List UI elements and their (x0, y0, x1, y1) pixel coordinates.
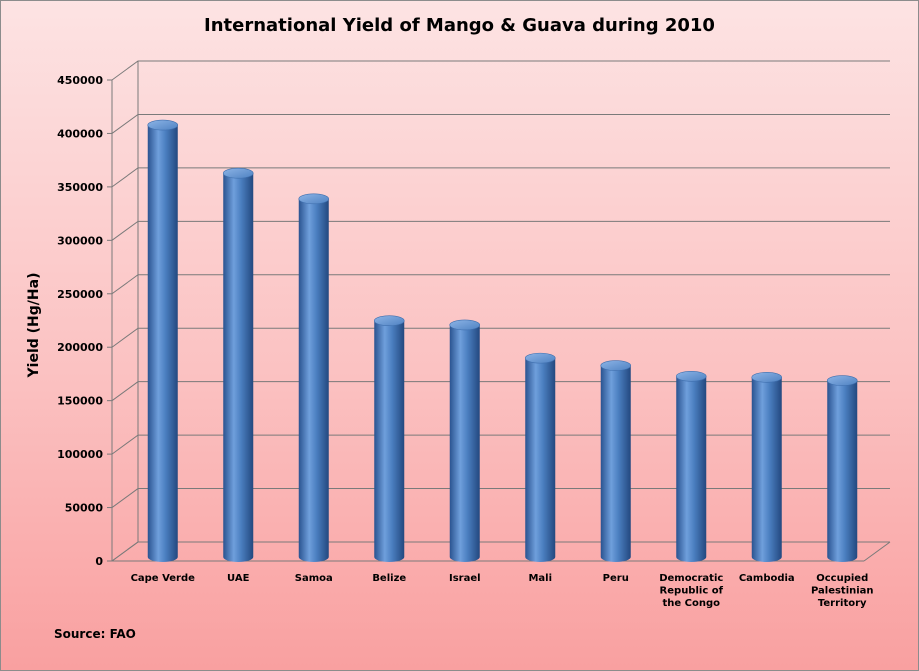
bar-body (374, 320, 405, 562)
bar (524, 352, 556, 562)
x-category-label: Samoa (295, 573, 333, 584)
bar (449, 319, 481, 562)
gridline (111, 60, 890, 81)
x-category-label: Mali (528, 573, 552, 584)
source-note: Source: FAO (54, 627, 136, 641)
bar-top (147, 119, 179, 131)
x-category-label: Cambodia (739, 573, 795, 584)
bar-body (525, 358, 556, 562)
y-tick-labels: 0 50000 100000 150000 200000 250000 300000 3500… (57, 74, 103, 568)
x-category-label: Belize (372, 573, 406, 584)
bar-top (675, 370, 707, 382)
bar (373, 315, 405, 562)
gridline (111, 434, 890, 455)
bar (222, 167, 254, 562)
grid-layer (107, 60, 891, 562)
gridline (111, 381, 890, 402)
bar-body (449, 324, 480, 562)
y-tick-label: 300000 (57, 234, 103, 247)
x-category-label: Peru (603, 573, 629, 584)
bar-body (676, 376, 707, 562)
bar-top (524, 352, 556, 364)
bar-top (600, 360, 632, 371)
bar-top (826, 375, 858, 386)
x-category-label: Cape Verde (131, 573, 196, 584)
bar-body (223, 173, 254, 562)
bar-top (298, 193, 330, 205)
y-tick-label: 200000 (57, 341, 103, 354)
bar-body (827, 380, 858, 562)
bar (826, 375, 858, 562)
y-tick-label: 0 (95, 555, 103, 568)
y-tick-label: 400000 (57, 127, 103, 140)
y-tick-label: 250000 (57, 288, 103, 301)
bar-body (751, 377, 782, 562)
gridline (111, 113, 890, 134)
y-tick-label: 450000 (57, 74, 103, 87)
gridline (111, 327, 890, 348)
gridline (111, 220, 890, 241)
bar-top (751, 372, 783, 383)
bar (600, 360, 632, 562)
gridline (111, 488, 890, 508)
gridline (111, 274, 890, 295)
floor-edge (111, 541, 139, 562)
bars-layer (147, 119, 858, 562)
bar-top (449, 319, 481, 331)
y-tick-label: 350000 (57, 181, 103, 194)
x-category-label: Israel (449, 573, 481, 584)
bar (751, 372, 783, 562)
bar (298, 193, 330, 562)
x-category-label: Democratic Republic of the Congo (659, 573, 723, 609)
bar (147, 119, 179, 562)
floor-edge-right (863, 541, 891, 562)
bar-top (373, 315, 405, 327)
bar-top (222, 167, 254, 179)
y-tick-label: 50000 (65, 502, 104, 515)
bar (675, 370, 707, 562)
bar-body (298, 198, 329, 562)
bar-body (147, 125, 178, 562)
x-category-label: Occupied Palestinian Territory (811, 573, 874, 609)
y-tick-label: 100000 (57, 448, 103, 461)
bar-body (600, 365, 631, 562)
y-tick-label: 150000 (57, 395, 103, 408)
chart-title: International Yield of Mango & Guava dur… (204, 15, 715, 36)
gridline (111, 167, 890, 188)
x-category-labels: Cape Verde UAE Samoa Belize Israel Mali Peru De… (131, 573, 874, 609)
x-category-label: UAE (227, 573, 250, 584)
